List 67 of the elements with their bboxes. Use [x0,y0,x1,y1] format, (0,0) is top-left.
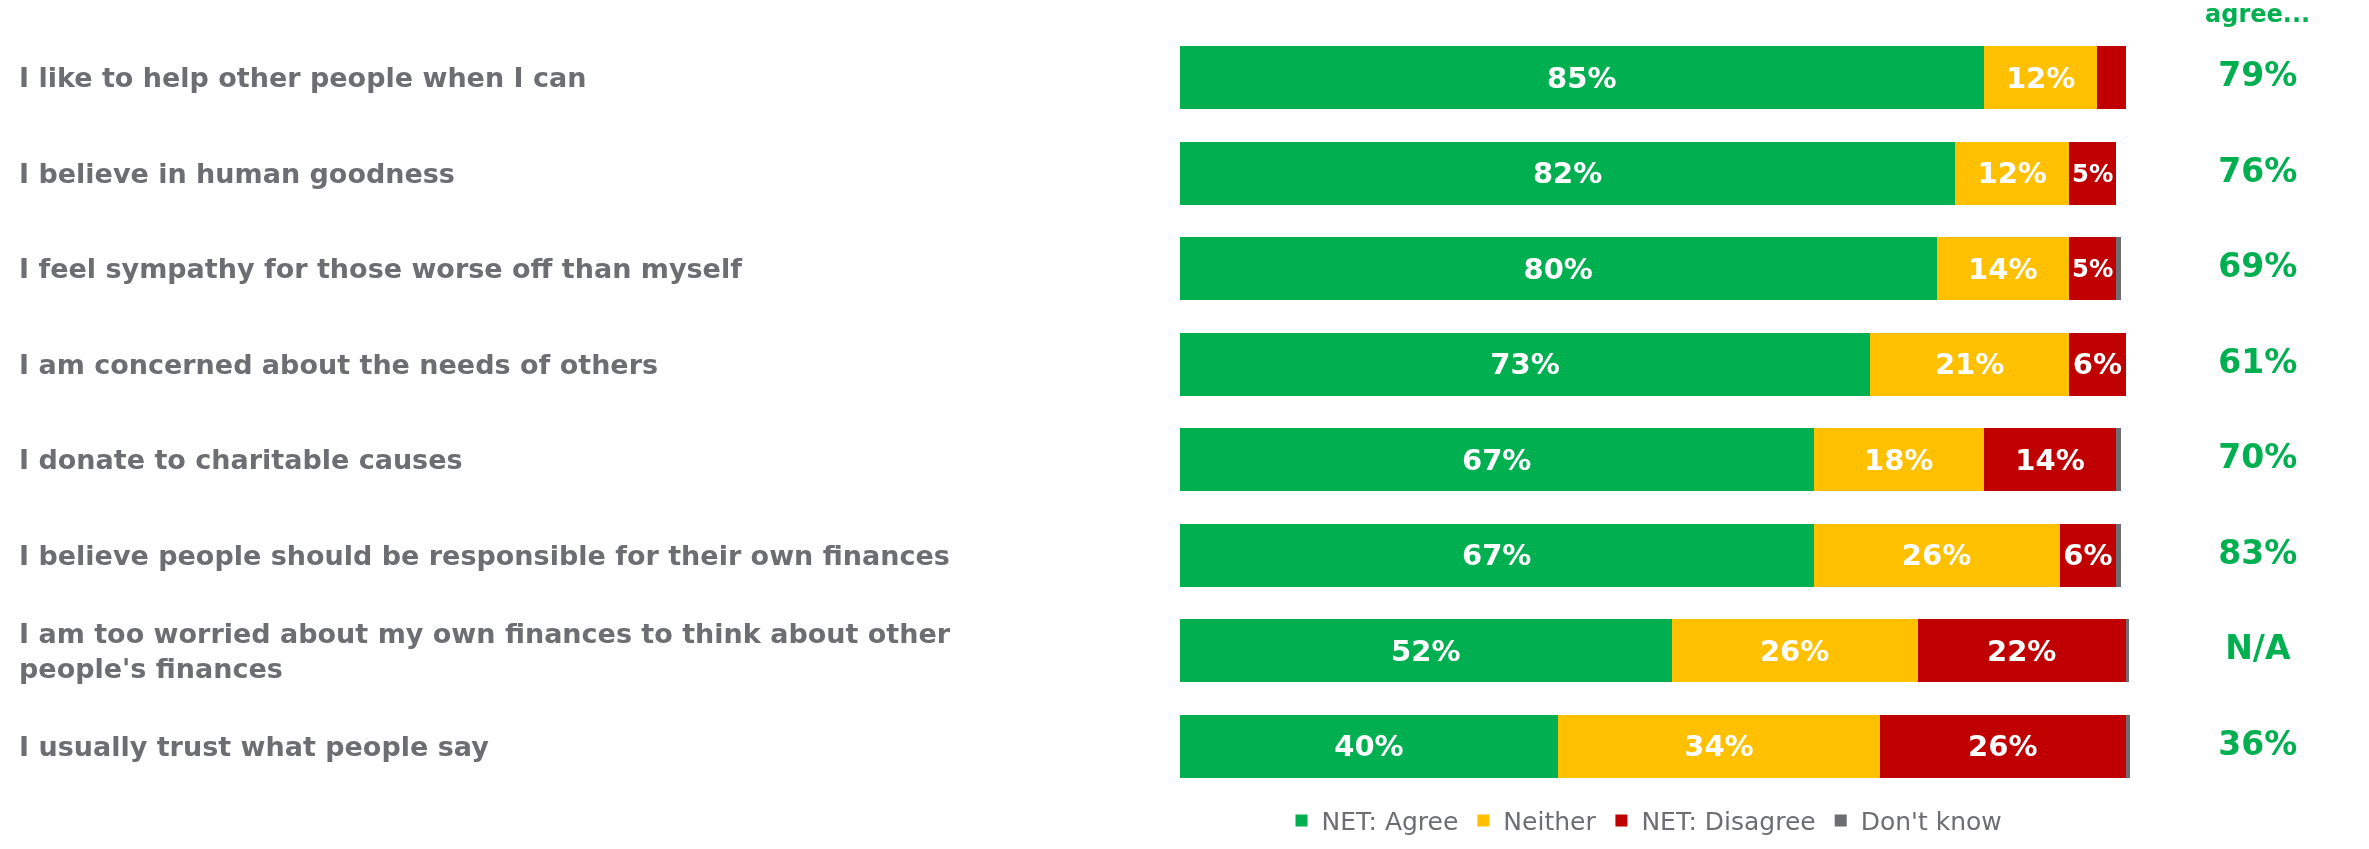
bar [1813,523,2060,587]
data-label: 22% [1986,633,2057,668]
bar [1870,332,2069,396]
data-label: 12% [1977,156,2047,191]
bar [2097,46,2126,110]
data-label: 6% [2072,347,2122,382]
y-tick-label: I believe people should be responsible for their own finances [19,540,950,571]
data-label: 73% [1490,347,1560,382]
text: 83% [2218,532,2298,572]
text: 70% [2218,437,2298,476]
data-label: 67% [1461,442,1532,477]
y-tick-label: I donate to charitable causes [19,444,463,475]
text: 69% [2218,246,2298,285]
bar [1983,428,2117,492]
data-label: 82% [1532,156,1603,191]
text: 76% [2218,150,2298,190]
bar [1917,619,2126,683]
data-label: 14% [1968,251,2038,286]
data-label: 14% [2015,442,2085,477]
data-label: 21% [1934,347,2005,382]
data-label: 26% [1759,633,1830,668]
y-tick-label: I like to help other people when I can [19,62,587,93]
bar [1179,141,1956,205]
bar [1879,714,2126,778]
bar [2116,237,2121,301]
y-tick-label: I am concerned about the needs of others [19,349,659,380]
data-label: 12% [2005,60,2076,95]
data-label: 52% [1391,633,1461,668]
data-label: 40% [1334,729,1404,764]
bar [2116,523,2121,587]
bar [1813,428,1984,492]
bar [2125,619,2129,683]
bar [1179,428,1814,492]
legend-label: Neither [1503,807,1597,837]
bar [1671,619,1918,683]
data-label: 6% [2063,538,2113,573]
bar [1955,141,2069,205]
bar [1179,237,1937,301]
text: 61% [2218,341,2298,381]
text: agree... [2205,0,2311,28]
text: 36% [2218,723,2298,763]
text: 79% [2218,55,2298,94]
bar [1936,237,2069,301]
y-tick-label: I believe in human goodness [19,158,455,189]
y-tick-label: I usually trust what people say [19,731,490,762]
text: N/A [2225,628,2291,667]
data-label: 34% [1684,729,1754,764]
legend-label: Don't know [1860,807,2002,837]
bar [1179,332,1871,396]
bar [1179,523,1814,587]
legend-label: NET: Disagree [1641,807,1816,837]
data-label: 26% [1901,538,1972,573]
bar [1558,714,1880,778]
bar [1179,46,1984,110]
legend-label: NET: Agree [1321,807,1459,837]
data-label: 18% [1863,442,1934,477]
data-label: 85% [1547,60,1617,95]
data-label: 80% [1523,251,1593,286]
y-tick-label: I feel sympathy for those worse off than myself [19,253,743,284]
bar [1179,619,1672,683]
y-tick-label: I am too worried about my own finances to think about other people's finances [19,618,951,685]
data-label: 5% [2071,158,2114,188]
bar [1179,714,1559,778]
data-label: 67% [1461,538,1532,573]
bar [2116,428,2121,492]
data-label: 26% [1968,729,2038,764]
data-label: 5% [2071,254,2114,284]
